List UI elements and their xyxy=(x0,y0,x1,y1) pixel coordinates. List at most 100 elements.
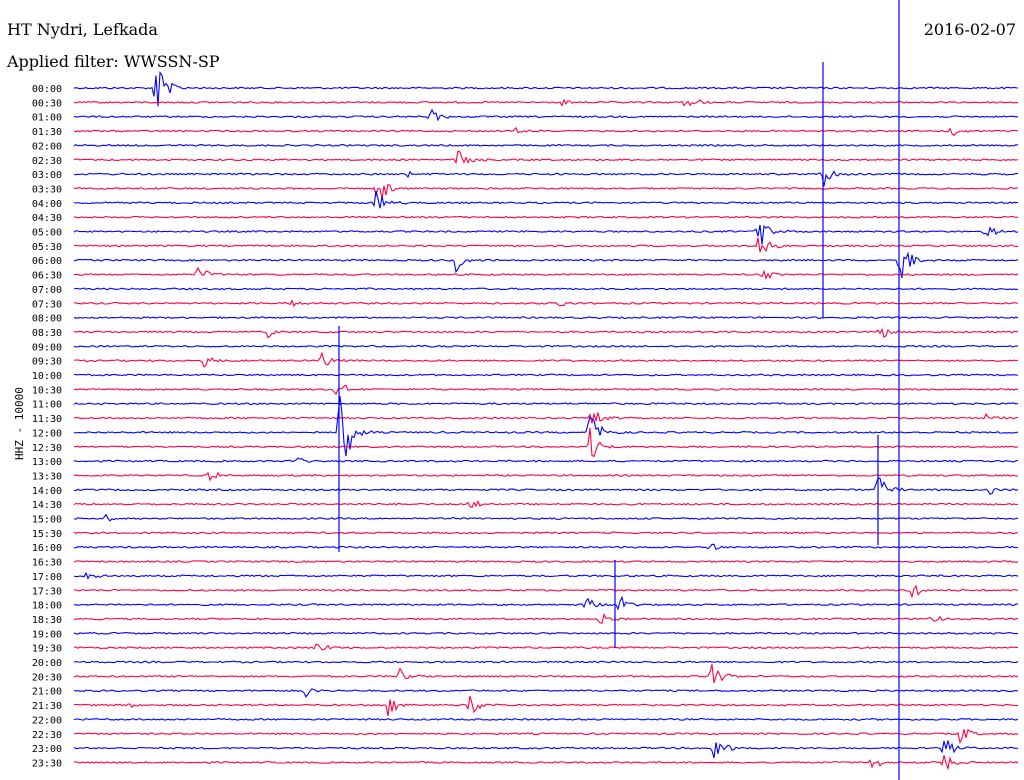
seismic-trace xyxy=(74,584,1019,599)
seismic-trace xyxy=(73,543,1019,551)
row-time-label: 21:30 xyxy=(32,701,62,712)
seismic-trace xyxy=(73,688,1019,698)
seismic-trace xyxy=(73,98,1019,107)
seismic-trace xyxy=(73,643,1019,651)
row-time-label: 15:30 xyxy=(32,529,62,540)
station-title: HT Nydri, Lefkada xyxy=(7,20,158,39)
row-time-label: 08:00 xyxy=(32,314,62,325)
row-time-label: 03:00 xyxy=(32,170,62,181)
row-time-label: 20:00 xyxy=(32,658,62,669)
row-time-label: 10:30 xyxy=(32,385,62,396)
seismic-trace xyxy=(73,70,1019,107)
seismic-trace xyxy=(73,595,1019,611)
seismic-trace xyxy=(73,316,1019,320)
row-time-label: 05:30 xyxy=(32,242,62,253)
seismic-trace xyxy=(73,411,1019,424)
row-time-label: 09:30 xyxy=(32,357,62,368)
row-time-label: 19:30 xyxy=(32,644,62,655)
seismic-trace xyxy=(73,190,1018,209)
seismic-trace xyxy=(73,344,1019,348)
row-time-label: 00:30 xyxy=(32,98,62,109)
row-time-label: 14:00 xyxy=(32,486,62,497)
seismic-trace xyxy=(73,108,1019,122)
row-time-label: 14:30 xyxy=(32,500,62,511)
seismic-trace xyxy=(73,327,1019,339)
seismic-trace xyxy=(73,560,1019,563)
seismic-trace xyxy=(73,531,1019,535)
seismic-trace xyxy=(73,287,1019,291)
seismic-trace xyxy=(73,384,1019,396)
row-time-label: 03:30 xyxy=(32,184,62,195)
row-time-label: 00:00 xyxy=(32,84,62,95)
seismic-trace xyxy=(73,728,1019,745)
filter-label: Applied filter: WWSSN-SP xyxy=(7,52,220,71)
seismic-trace xyxy=(73,237,1019,253)
seismic-trace xyxy=(73,251,1019,279)
row-time-label: 16:00 xyxy=(32,543,62,554)
row-time-label: 16:30 xyxy=(32,558,62,569)
seismic-trace xyxy=(73,299,1019,308)
seismic-trace xyxy=(73,224,1019,245)
seismic-trace xyxy=(73,755,1019,771)
row-time-label: 11:00 xyxy=(32,400,62,411)
row-time-label: 18:30 xyxy=(32,615,62,626)
seismic-trace xyxy=(73,740,1019,759)
row-time-label: 13:30 xyxy=(32,471,62,482)
seismic-trace xyxy=(73,150,1019,165)
seismic-trace xyxy=(73,612,1019,624)
row-time-label: 17:30 xyxy=(32,586,62,597)
row-time-label: 15:00 xyxy=(32,515,62,526)
seismic-trace xyxy=(73,266,1019,280)
row-time-label: 02:30 xyxy=(32,156,62,167)
row-time-label: 18:00 xyxy=(32,601,62,612)
seismic-trace xyxy=(73,631,1019,635)
seismic-trace xyxy=(73,373,1019,377)
seismic-trace xyxy=(73,457,1019,463)
seismic-trace xyxy=(73,660,1019,664)
row-time-label: 05:00 xyxy=(32,228,62,239)
row-time-label: 12:30 xyxy=(32,443,62,454)
seismic-trace xyxy=(73,215,1019,219)
row-time-label: 04:00 xyxy=(32,199,62,210)
row-time-label: 07:30 xyxy=(32,299,62,310)
row-time-label: 10:00 xyxy=(32,371,62,382)
seismic-trace xyxy=(73,402,1019,406)
seismic-trace xyxy=(73,513,1019,522)
row-time-label: 21:00 xyxy=(32,687,62,698)
row-time-label: 08:30 xyxy=(32,328,62,339)
row-time-label: 01:00 xyxy=(32,113,62,124)
row-time-label: 23:00 xyxy=(32,744,62,755)
row-time-label: 11:30 xyxy=(32,414,62,425)
seismic-trace xyxy=(73,471,1019,482)
seismic-trace xyxy=(73,695,1019,717)
seismic-trace xyxy=(73,183,1018,200)
row-time-label: 04:30 xyxy=(32,213,62,224)
row-time-label: 09:00 xyxy=(32,342,62,353)
seismic-trace xyxy=(73,427,1019,458)
seismic-trace xyxy=(73,143,1019,147)
row-time-label: 07:00 xyxy=(32,285,62,296)
seismic-trace xyxy=(73,170,1019,187)
row-time-label: 22:00 xyxy=(32,715,62,726)
seismic-trace xyxy=(73,717,1019,721)
seismic-trace xyxy=(73,664,1019,684)
row-time-label: 02:00 xyxy=(32,141,62,152)
seismic-trace xyxy=(73,571,1019,580)
row-time-label: 13:00 xyxy=(32,457,62,468)
row-time-label: 23:30 xyxy=(32,758,62,769)
seismic-trace xyxy=(73,500,1019,508)
row-time-label: 01:30 xyxy=(32,127,62,138)
date-label: 2016-02-07 xyxy=(923,20,1016,39)
row-time-label: 19:00 xyxy=(32,629,62,640)
seismic-trace xyxy=(73,126,1019,137)
row-time-label: 06:00 xyxy=(32,256,62,267)
row-time-label: 22:30 xyxy=(32,730,62,741)
seismic-trace xyxy=(73,396,1018,457)
seismic-trace xyxy=(73,351,1019,368)
row-time-label: 20:30 xyxy=(32,672,62,683)
row-time-label: 12:00 xyxy=(32,428,62,439)
seismic-trace xyxy=(73,477,1019,495)
row-time-label: 06:30 xyxy=(32,271,62,282)
row-time-label: 17:00 xyxy=(32,572,62,583)
